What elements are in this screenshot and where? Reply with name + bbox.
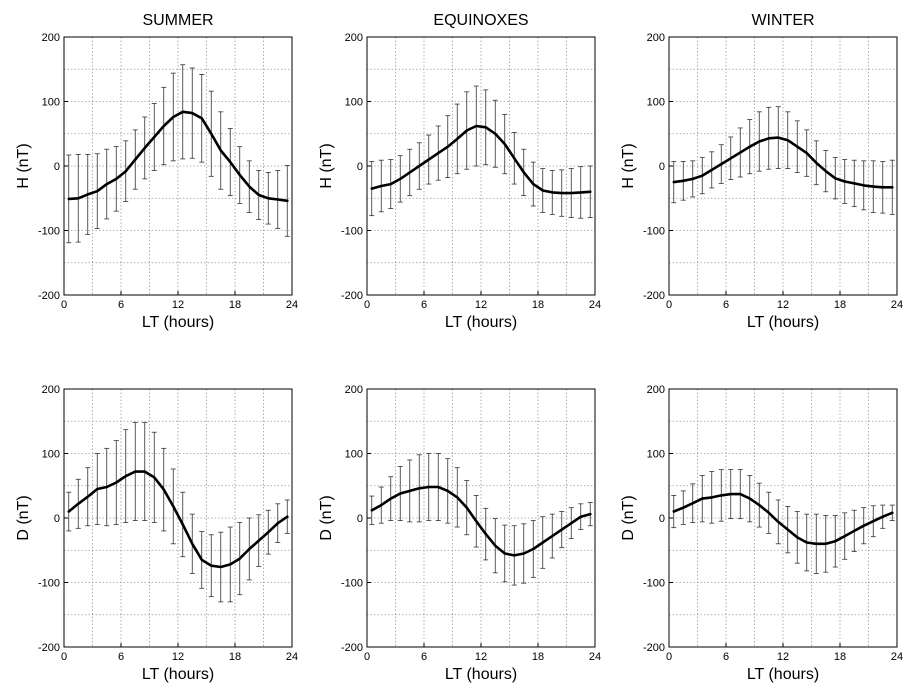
x-tick-label: 24: [891, 299, 903, 311]
y-tick-label: 0: [54, 161, 60, 173]
x-tick-label: 18: [229, 651, 241, 663]
x-tick-label: 6: [421, 299, 427, 311]
x-tick-label: 24: [589, 299, 601, 311]
y-tick-label: 200: [42, 384, 60, 396]
x-axis-label: LT (hours): [445, 314, 517, 331]
x-axis-label: LT (hours): [142, 666, 214, 683]
y-axis-label: D (nT): [15, 495, 32, 540]
x-tick-label: 0: [666, 651, 672, 663]
y-tick-label: 200: [647, 384, 665, 396]
x-tick-label: 12: [475, 299, 487, 311]
panel-title: EQUINOXES: [433, 12, 528, 29]
x-tick-label: 0: [364, 651, 370, 663]
x-tick-label: 6: [723, 651, 729, 663]
y-tick-label: 0: [659, 513, 665, 525]
x-axis-label: LT (hours): [747, 314, 819, 331]
mean-curve: [370, 485, 592, 557]
y-axis-label: H (nT): [318, 143, 335, 188]
x-axis-label: LT (hours): [445, 666, 517, 683]
x-tick-label: 18: [532, 651, 544, 663]
y-tick-label: -200: [341, 642, 363, 654]
x-axis-label: LT (hours): [142, 314, 214, 331]
y-tick-label: -200: [38, 290, 60, 302]
y-tick-label: -200: [341, 290, 363, 302]
y-tick-label: 200: [345, 32, 363, 44]
mean-curve: [67, 470, 289, 569]
x-tick-label: 6: [118, 651, 124, 663]
panel-d-winter: 0 6 12 18 24 200 100 0 -100 -200 LT (hours) D (nT): [620, 384, 903, 683]
y-axis-label: H (nT): [620, 143, 637, 188]
y-tick-label: 200: [42, 32, 60, 44]
panel-h-summer: 0 6 12 18 24 200 100 0 -100 -200 LT (hours) H (nT) S…: [15, 12, 298, 331]
panel-title: SUMMER: [142, 12, 213, 29]
y-axis-label: D (nT): [318, 495, 335, 540]
y-tick-label: -200: [643, 290, 665, 302]
x-tick-label: 24: [286, 299, 298, 311]
y-tick-label: -100: [341, 226, 363, 238]
x-tick-label: 12: [777, 299, 789, 311]
x-tick-label: 6: [421, 651, 427, 663]
panel-d-summer: 0 6 12 18 24 200 100 0 -100 -200 LT (hours) D (nT): [15, 384, 298, 683]
x-tick-label: 12: [172, 299, 184, 311]
x-axis-label: LT (hours): [747, 666, 819, 683]
y-tick-label: 100: [647, 97, 665, 109]
x-tick-label: 18: [532, 299, 544, 311]
x-tick-label: 18: [834, 651, 846, 663]
mean-curve: [672, 136, 894, 189]
x-tick-label: 0: [61, 299, 67, 311]
x-tick-label: 24: [891, 651, 903, 663]
y-tick-label: 0: [357, 161, 363, 173]
y-tick-label: 100: [345, 97, 363, 109]
x-tick-label: 6: [723, 299, 729, 311]
y-axis-label: H (nT): [15, 143, 32, 188]
y-tick-label: 0: [54, 513, 60, 525]
y-tick-label: 0: [357, 513, 363, 525]
y-tick-label: -200: [643, 642, 665, 654]
x-tick-label: 12: [475, 651, 487, 663]
y-tick-label: 200: [345, 384, 363, 396]
panel-title: WINTER: [751, 12, 814, 29]
x-tick-label: 0: [666, 299, 672, 311]
y-tick-label: 100: [42, 97, 60, 109]
x-tick-label: 18: [834, 299, 846, 311]
y-tick-label: 100: [42, 449, 60, 461]
panel-h-winter: 0 6 12 18 24 200 100 0 -100 -200 LT (hours) H (nT) W…: [620, 12, 903, 331]
y-tick-label: 0: [659, 161, 665, 173]
mean-curve: [370, 124, 592, 195]
x-tick-label: 24: [286, 651, 298, 663]
y-tick-label: -200: [38, 642, 60, 654]
x-tick-label: 24: [589, 651, 601, 663]
y-axis-label: D (nT): [620, 495, 637, 540]
y-tick-label: -100: [38, 226, 60, 238]
x-tick-label: 18: [229, 299, 241, 311]
y-tick-label: 200: [647, 32, 665, 44]
y-tick-label: 100: [647, 449, 665, 461]
y-tick-label: -100: [643, 226, 665, 238]
x-tick-label: 0: [61, 651, 67, 663]
x-tick-label: 12: [777, 651, 789, 663]
y-tick-label: -100: [341, 578, 363, 590]
mean-curve: [67, 110, 289, 203]
y-tick-label: -100: [38, 578, 60, 590]
x-tick-label: 12: [172, 651, 184, 663]
panel-h-equinoxes: 0 6 12 18 24 200 100 0 -100 -200 LT (hours) H (nT) E…: [318, 12, 601, 331]
panel-d-equinoxes: 0 6 12 18 24 200 100 0 -100 -200 LT (hours) D (nT): [318, 384, 601, 683]
x-tick-label: 6: [118, 299, 124, 311]
x-tick-label: 0: [364, 299, 370, 311]
mean-curve: [672, 492, 894, 546]
y-tick-label: -100: [643, 578, 665, 590]
y-tick-label: 100: [345, 449, 363, 461]
